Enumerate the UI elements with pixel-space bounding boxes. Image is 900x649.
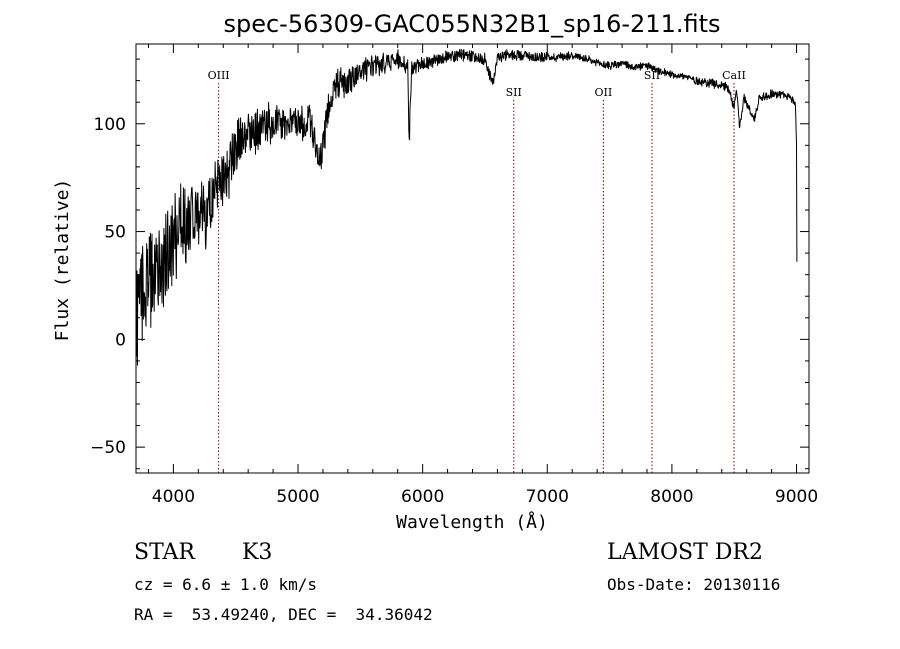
y-tick-label: 100 bbox=[94, 115, 126, 135]
y-tick-label: 50 bbox=[104, 223, 126, 243]
x-tick-label: 7000 bbox=[526, 487, 569, 507]
object-class: STAR bbox=[134, 540, 195, 565]
line-marker-label: OIII bbox=[208, 69, 230, 82]
x-tick-label: 5000 bbox=[276, 487, 319, 507]
chart-title: spec-56309-GAC055N32B1_sp16-211.fits bbox=[223, 10, 720, 38]
line-marker-label: SII bbox=[506, 86, 522, 99]
x-tick-label: 4000 bbox=[152, 487, 195, 507]
axis-ticks: 4000 5000 6000 7000 8000 9000 −50 0 50 100 bbox=[90, 44, 818, 507]
spectrum-series bbox=[136, 48, 798, 366]
ra-dec-coordinates: RA = 53.49240, DEC = 34.36042 bbox=[134, 605, 433, 624]
plot-frame bbox=[135, 43, 810, 474]
object-subclass: K3 bbox=[242, 540, 273, 565]
line-marker-label: OII bbox=[595, 86, 613, 99]
obs-date: Obs-Date: 20130116 bbox=[607, 575, 781, 594]
spectrum-line bbox=[136, 48, 798, 366]
x-tick-label: 6000 bbox=[401, 487, 444, 507]
line-marker-label: CaII bbox=[722, 69, 746, 82]
y-tick-label: 0 bbox=[115, 330, 126, 350]
x-tick-label: 8000 bbox=[650, 487, 693, 507]
x-tick-label: 9000 bbox=[775, 487, 818, 507]
y-tick-label: −50 bbox=[90, 438, 126, 458]
y-axis-label: Flux (relative) bbox=[52, 179, 73, 342]
x-axis-label: Wavelength (Å) bbox=[396, 511, 548, 533]
survey-name: LAMOST DR2 bbox=[607, 540, 763, 565]
redshift-value: cz = 6.6 ± 1.0 km/s bbox=[134, 575, 318, 594]
